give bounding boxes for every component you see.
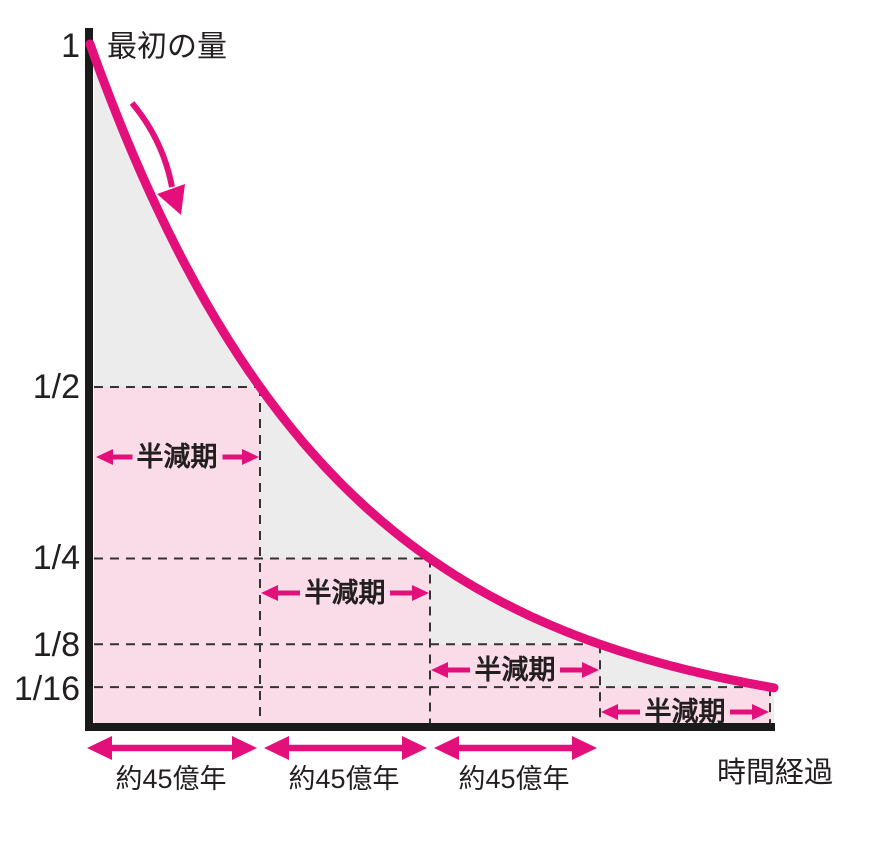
arrowhead-right xyxy=(572,736,597,760)
y-tick-1-16: 1/16 xyxy=(14,670,80,708)
y-tick-1-4: 1/4 xyxy=(33,539,80,577)
half-life-step-area xyxy=(430,644,600,723)
arrowhead-right xyxy=(582,662,599,678)
x-interval-label-3: 約45億年 xyxy=(458,764,569,794)
half-life-label-4: 半減期 xyxy=(645,697,726,727)
x-axis-label: 時間経過 xyxy=(717,756,833,789)
y-tick-1-8: 1/8 xyxy=(33,626,80,664)
decay-direction-arrow xyxy=(129,101,175,188)
half-life-label-backing xyxy=(470,659,560,681)
initial-amount-label: 最初の量 xyxy=(107,31,227,64)
arrowhead-right xyxy=(752,704,769,720)
half-life-label-3: 半減期 xyxy=(475,655,556,685)
half-life-label-backing xyxy=(132,446,223,468)
decay-direction-arrowhead xyxy=(157,184,185,215)
arrowhead-left xyxy=(87,736,112,760)
half-life-step-area xyxy=(94,387,260,723)
decay-curve xyxy=(85,39,779,693)
y-axis xyxy=(85,28,93,731)
area-under-curve xyxy=(94,55,774,724)
arrowhead-left xyxy=(261,585,278,601)
arrowhead-left xyxy=(601,704,618,720)
half-life-label-backing xyxy=(640,701,730,723)
arrowhead-right xyxy=(242,449,259,465)
arrowhead-left xyxy=(431,662,448,678)
chart-geometry xyxy=(85,28,779,760)
y-tick-1-2: 1/2 xyxy=(33,368,80,406)
arrowhead-right xyxy=(232,736,257,760)
x-interval-label-1: 約45億年 xyxy=(115,764,226,794)
arrowhead-left xyxy=(96,449,113,465)
arrowhead-right xyxy=(402,736,427,760)
x-interval-label-2: 約45億年 xyxy=(288,764,399,794)
arrowhead-left xyxy=(434,736,459,760)
y-tick-1: 1 xyxy=(61,27,80,65)
half-life-label-2: 半減期 xyxy=(305,578,386,608)
half-life-label-1: 半減期 xyxy=(137,442,218,472)
x-axis xyxy=(85,723,775,731)
arrowhead-right xyxy=(412,585,429,601)
arrowhead-left xyxy=(264,736,289,760)
half-life-label-backing xyxy=(300,582,390,604)
